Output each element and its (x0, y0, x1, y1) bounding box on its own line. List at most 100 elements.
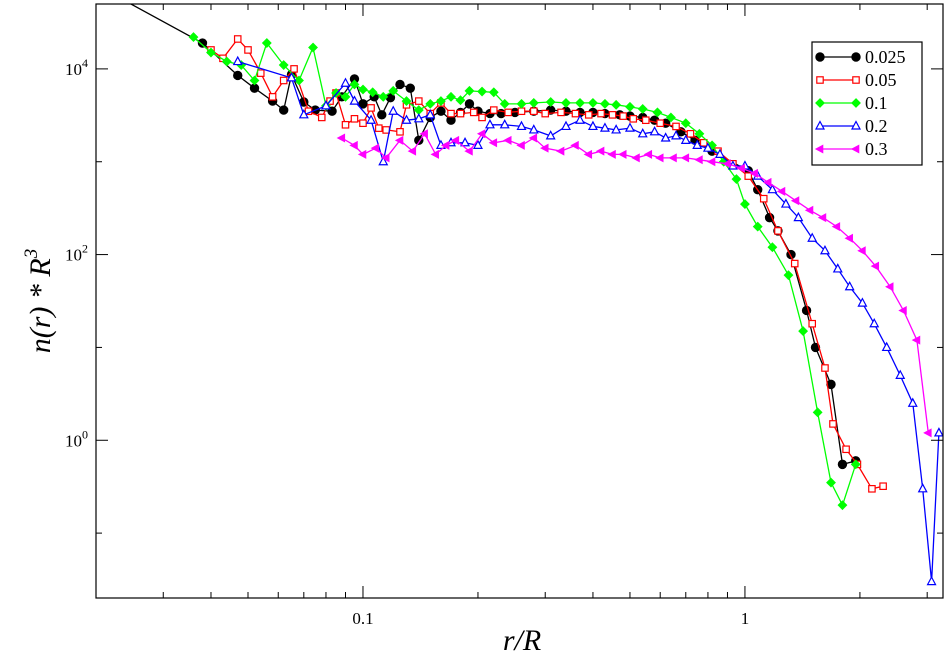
data-point (249, 75, 260, 86)
data-point (879, 482, 887, 491)
series-0.1 (188, 32, 861, 511)
data-point (744, 172, 753, 180)
data-point (378, 91, 389, 102)
data-point (528, 133, 538, 143)
data-point (294, 75, 304, 86)
data-point (504, 108, 513, 117)
data-point (804, 205, 814, 215)
data-point (478, 113, 486, 122)
data-point (736, 163, 745, 173)
data-point (857, 246, 866, 256)
legend-marker (850, 144, 860, 154)
data-point (831, 222, 841, 232)
series-line-0.3 (341, 132, 929, 433)
legend-marker (815, 98, 825, 108)
data-point (881, 341, 892, 352)
legend-entry-0.025: 0.025 (815, 47, 906, 67)
data-point (528, 124, 539, 134)
data-point (456, 109, 465, 118)
data-point (367, 104, 375, 112)
data-point (643, 149, 653, 159)
data-point (808, 319, 817, 328)
legend-label: 0.05 (865, 70, 897, 90)
legend-label: 0.025 (865, 47, 906, 67)
data-point (656, 119, 665, 128)
data-point (440, 140, 450, 150)
data-point (290, 65, 298, 73)
data-point (911, 335, 921, 345)
data-point (829, 420, 837, 428)
legend-marker (851, 52, 861, 62)
series-layer (129, 4, 943, 586)
data-point (783, 270, 794, 281)
data-point (278, 105, 289, 115)
data-point (652, 107, 663, 118)
data-point (583, 149, 593, 159)
data-point (641, 116, 650, 125)
data-point (221, 56, 232, 67)
y-axis-title-exponent: 3 (21, 249, 42, 260)
data-point (233, 70, 243, 81)
data-point (560, 120, 571, 131)
data-point (570, 140, 579, 150)
data-point (396, 128, 404, 136)
data-point (370, 143, 380, 153)
data-point (349, 79, 360, 90)
data-point (774, 227, 782, 235)
data-point (686, 129, 695, 138)
legend-label: 0.2 (865, 116, 888, 136)
data-point (752, 221, 763, 232)
data-point (832, 263, 843, 273)
data-point (484, 119, 495, 129)
legend-entry-0.1: 0.1 (815, 93, 888, 113)
data-point (714, 148, 725, 158)
data-point (812, 407, 823, 418)
data-point (618, 149, 627, 159)
data-point (672, 122, 680, 131)
data-point (767, 242, 778, 253)
y-tick-label: 102 (65, 242, 88, 265)
legend-marker (852, 76, 860, 84)
legend-marker (814, 144, 824, 154)
data-point (545, 130, 556, 140)
data-point (868, 485, 876, 493)
data-point (516, 140, 525, 150)
data-point (499, 119, 510, 129)
data-point (608, 111, 617, 119)
data-point (388, 85, 399, 96)
data-point (517, 107, 526, 116)
data-point (844, 281, 855, 291)
data-point (279, 76, 288, 85)
data-point (917, 483, 928, 493)
data-point (340, 91, 351, 102)
data-point (895, 369, 906, 379)
data-point (850, 459, 861, 470)
data-point (436, 106, 446, 116)
data-point (821, 364, 829, 372)
data-point (557, 108, 565, 117)
data-point (599, 122, 610, 132)
data-point (790, 259, 799, 268)
data-point (464, 99, 475, 109)
data-point (692, 139, 703, 149)
legend-marker (815, 120, 825, 130)
data-point (776, 186, 786, 196)
data-point (232, 55, 243, 66)
data-point (419, 129, 428, 139)
data-point (298, 109, 309, 119)
data-point (607, 149, 616, 159)
data-point (885, 282, 894, 292)
data-point (464, 85, 475, 96)
data-point (660, 132, 671, 142)
data-point (762, 177, 772, 187)
data-point (844, 233, 853, 243)
data-point (488, 87, 499, 98)
data-point (447, 109, 455, 118)
data-point (477, 86, 487, 97)
data-point (349, 140, 358, 150)
data-point (261, 38, 272, 48)
data-point (637, 104, 648, 114)
data-point (575, 97, 585, 108)
data-point (767, 183, 778, 194)
data-point (926, 575, 937, 586)
